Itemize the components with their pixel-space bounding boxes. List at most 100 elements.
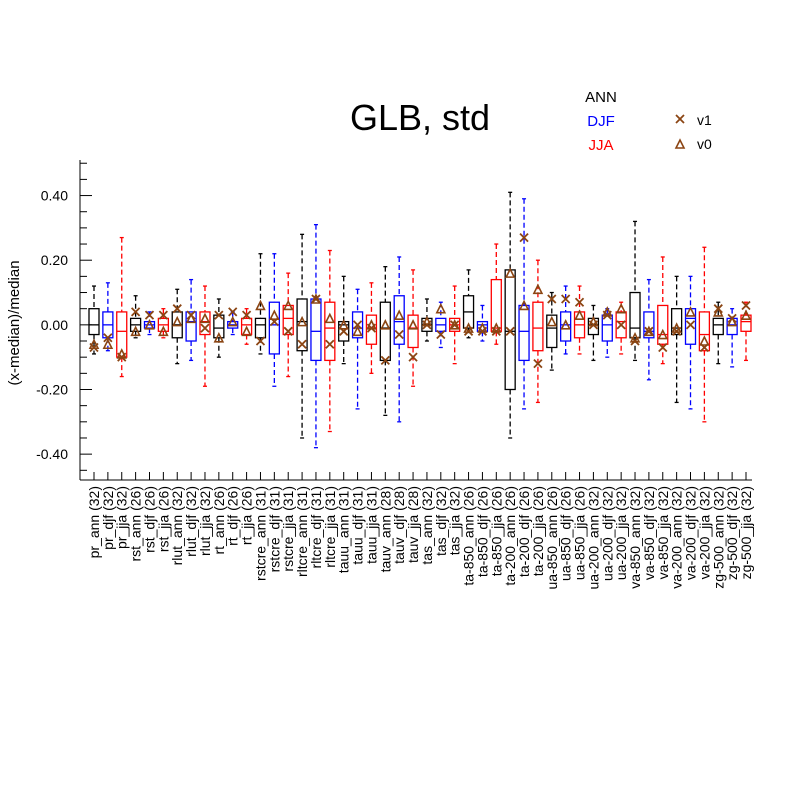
x-axis: pr_ann (32)pr_djf (32)pr_jja (32)rst_ann… [80, 472, 754, 590]
legend-v0-triangle-icon [674, 138, 686, 149]
v0-marker [449, 319, 460, 330]
v0-marker [532, 283, 544, 295]
box-ta-850_ann [462, 269, 475, 339]
v0-marker [213, 331, 225, 343]
x-tick-label: ua-850_ann (26) [544, 486, 560, 590]
x-tick-label: va-850_ann (32) [627, 486, 643, 589]
v1-marker [144, 310, 155, 320]
v0-marker [296, 315, 308, 327]
x-tick-label: zg-500_ann (32) [710, 486, 726, 589]
v0-marker [560, 319, 571, 330]
x-tick-label: ta-200_jja (26) [530, 486, 546, 576]
x-tick-label: zg-500_jja (32) [738, 486, 754, 579]
v0-marker [463, 322, 474, 333]
v0-marker [352, 325, 363, 337]
v1-marker [352, 320, 363, 330]
box-pr_djf [102, 282, 114, 352]
x-tick-label: va-200_jja (32) [696, 486, 712, 579]
box-rstcre_ann [254, 253, 267, 355]
box-tauv_djf [393, 256, 405, 423]
box-va-200_jja [698, 246, 711, 423]
iqr-box [560, 311, 572, 342]
v0-marker [699, 335, 710, 346]
v1-marker [200, 323, 210, 333]
box-ua-850_ann [546, 291, 558, 371]
iqr-box [199, 311, 211, 336]
box-ua-200_ann [587, 304, 600, 362]
x-tick-label: va-850_jja (32) [655, 486, 671, 579]
box-ua-200_jja [615, 301, 627, 355]
v1-marker [561, 294, 571, 304]
box-ua-850_jja [573, 285, 586, 355]
x-tick-label: ua-200_ann (32) [585, 486, 601, 590]
box-zg-500_ann [712, 301, 724, 365]
x-tick-label: rst_jja (26) [155, 486, 171, 552]
v0-marker [88, 338, 100, 350]
box-rst_jja [157, 308, 170, 339]
v1-marker [394, 329, 404, 340]
x-tick-label: rstcre_ann (31) [252, 486, 268, 581]
x-tick-label: tauu_djf (31) [350, 486, 366, 565]
v0-marker [338, 319, 349, 330]
v0-marker [144, 319, 155, 330]
legend: ANN DJF JJA v1 v0 [585, 89, 712, 154]
x-tick-label: rlut_jja (32) [197, 486, 213, 556]
v0-marker [255, 299, 266, 311]
x-tick-label: rt_djf (26) [225, 486, 241, 546]
v0-marker [130, 325, 141, 337]
x-tick-label: rlut_ann (32) [169, 486, 185, 565]
box-va-200_djf [684, 275, 697, 410]
x-tick-label: ta-200_ann (26) [502, 486, 518, 586]
iqr-box [185, 311, 197, 342]
box-tauu_jja [365, 282, 378, 374]
iqr-box [282, 304, 294, 336]
box-rltcre_djf [310, 223, 322, 449]
x-tick-label: rt_ann (26) [211, 486, 227, 554]
v0-marker [615, 302, 627, 314]
box-rst_djf [143, 310, 156, 336]
x-tick-label: tauu_jja (31) [363, 486, 379, 564]
v0-marker [477, 322, 488, 333]
y-tick-label: -0.40 [36, 446, 68, 462]
iqr-box [670, 308, 683, 336]
v0-marker [282, 299, 294, 311]
legend-v1-x-icon [675, 114, 685, 124]
v0-marker [601, 306, 613, 317]
box-tas_jja [449, 285, 461, 365]
y-tick-label: 0.00 [41, 317, 68, 333]
x-tick-label: va-200_ann (32) [669, 486, 685, 589]
iqr-box [254, 317, 267, 339]
x-tick-label: ta-850_ann (26) [461, 486, 477, 586]
x-tick-label: tas_ann (32) [419, 486, 435, 565]
v1-marker [505, 326, 515, 336]
x-tick-label: tauv_ann (28) [377, 486, 393, 572]
v0-marker [269, 309, 280, 320]
box-rt_jja [240, 308, 253, 345]
iqr-box [351, 311, 364, 339]
v1-marker [547, 294, 557, 304]
x-tick-label: rstcre_jja (31) [280, 486, 296, 572]
v0-marker [504, 267, 516, 278]
box-va-850_djf [643, 278, 655, 381]
plot-area [88, 191, 752, 449]
v0-marker [629, 331, 641, 343]
v1-marker [574, 297, 585, 307]
v0-marker [421, 315, 433, 327]
legend-v0-label: v0 [697, 136, 712, 152]
iqr-box [698, 311, 711, 352]
x-tick-label: tas_jja (32) [447, 486, 463, 555]
v0-marker [657, 328, 669, 340]
box-tauu_djf [351, 288, 364, 410]
box-va-850_ann [629, 220, 641, 362]
box-rstcre_jja [282, 272, 294, 378]
v1-marker [380, 355, 390, 366]
x-tick-label: tauv_djf (28) [391, 486, 407, 564]
v0-marker [380, 319, 391, 330]
v1-marker [519, 232, 529, 243]
iqr-box [393, 295, 405, 345]
box-pr_jja [116, 236, 128, 378]
v1-marker [533, 358, 543, 369]
x-tick-label: va-200_djf (32) [683, 486, 699, 580]
iqr-box [504, 269, 516, 391]
v0-marker [546, 315, 558, 327]
